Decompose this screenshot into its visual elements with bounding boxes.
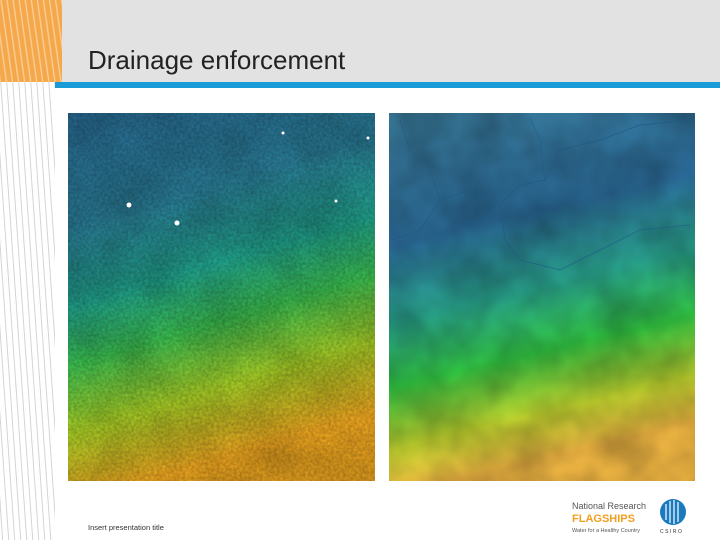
slide-title: Drainage enforcement [88, 45, 346, 75]
header-accent-stripes [0, 0, 62, 82]
logo-org: CSIRO [660, 529, 683, 535]
dem-image-right [389, 113, 695, 481]
logo-line3: Water for a Healthy Country [572, 528, 640, 534]
logo-line1: National Research [572, 501, 646, 511]
logo: National Research FLAGSHIPS Water for a … [572, 499, 686, 535]
header-rule [55, 82, 720, 88]
header-band [0, 0, 720, 82]
footer-text: Insert presentation title [88, 523, 164, 532]
logo-emblem [660, 499, 686, 525]
logo-line2: FLAGSHIPS [572, 513, 635, 525]
side-stripes [0, 82, 55, 540]
dem-image-left [68, 113, 375, 481]
